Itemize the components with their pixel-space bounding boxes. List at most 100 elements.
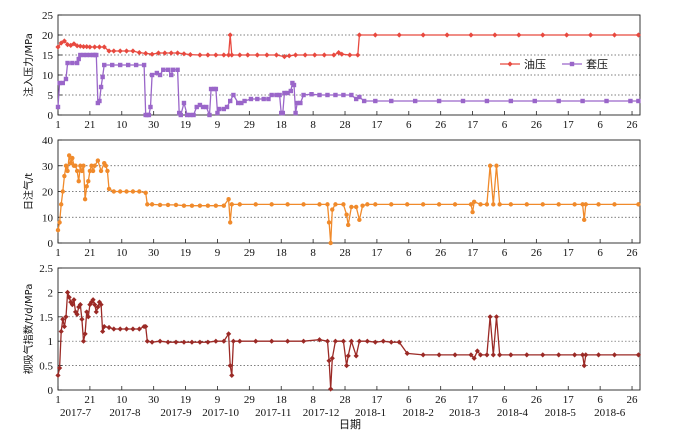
data-point — [540, 352, 546, 358]
data-point — [124, 189, 129, 194]
data-point — [56, 365, 63, 371]
month-label: 2018-4 — [497, 407, 529, 419]
data-point — [66, 294, 72, 300]
y-tick-label: 2.5 — [39, 263, 53, 275]
x-tick-label: 26 — [627, 119, 639, 131]
data-point — [492, 32, 498, 38]
panel-injectivity-index: 0 0.5 1 1.5 2 2.5 1 21 10 30 19 9 29 18 8 28 17 6 26 17 6 26 1… — [22, 263, 642, 406]
data-point — [86, 179, 91, 184]
x-tick-label: 21 — [84, 119, 95, 131]
data-point — [155, 50, 162, 56]
data-point — [468, 202, 474, 207]
y-tick-label: 20 — [42, 187, 54, 199]
series-line — [57, 292, 639, 390]
data-point — [312, 52, 318, 58]
data-point — [205, 52, 211, 58]
data-point — [98, 168, 104, 174]
data-point — [229, 372, 235, 378]
data-point — [497, 202, 502, 207]
data-point — [70, 155, 75, 161]
data-point — [89, 163, 94, 168]
data-point — [587, 32, 594, 38]
x-tick-label: 6 — [597, 394, 603, 406]
data-point — [64, 289, 71, 295]
data-point — [579, 352, 586, 358]
month-labels: 2017-7 2017-8 2017-9 2017-10 2017-11 2017-12 2… — [60, 407, 626, 419]
data-point — [389, 202, 394, 207]
data-point — [111, 189, 117, 194]
data-point — [55, 44, 61, 50]
data-point — [170, 67, 176, 72]
data-point — [226, 52, 232, 58]
x-tick-label: 6 — [502, 119, 508, 131]
month-label: 2018-1 — [355, 407, 386, 419]
x-tick-label: 29 — [244, 394, 256, 406]
data-point — [228, 98, 233, 104]
data-point — [328, 240, 333, 246]
data-point — [420, 32, 426, 38]
data-point — [143, 50, 149, 56]
x-tick-label: 30 — [148, 247, 160, 259]
data-point — [207, 112, 212, 118]
data-point — [405, 202, 410, 207]
data-point — [316, 337, 323, 343]
data-point — [85, 314, 91, 320]
data-point — [87, 44, 93, 50]
data-point — [88, 299, 95, 305]
x-tick-label: 17 — [467, 247, 479, 259]
data-point — [436, 352, 442, 358]
x-tick-label: 10 — [116, 247, 128, 259]
data-point — [388, 339, 394, 345]
x-tick-label: 30 — [148, 119, 160, 131]
x-tick-label: 17 — [467, 119, 479, 131]
data-point — [93, 309, 99, 315]
data-point — [110, 62, 115, 68]
data-point — [572, 202, 577, 207]
x-tick-label: 19 — [180, 394, 192, 406]
data-point — [74, 168, 80, 174]
data-point — [604, 98, 609, 104]
data-point — [213, 338, 219, 344]
data-point — [556, 98, 561, 104]
data-point — [157, 72, 163, 78]
y-tick-label: 0 — [48, 385, 54, 397]
data-point — [444, 32, 450, 38]
data-point — [74, 311, 80, 317]
data-point — [181, 339, 187, 345]
data-point — [96, 44, 103, 50]
data-point — [452, 202, 458, 207]
y-tick-label: 0.5 — [39, 361, 53, 373]
x-tick-label: 26 — [627, 247, 639, 259]
data-point — [213, 86, 219, 92]
data-point — [92, 163, 97, 168]
data-point — [436, 202, 442, 207]
data-point — [169, 72, 174, 78]
data-point — [174, 50, 181, 56]
y-tick-label: 1.5 — [39, 312, 53, 324]
x-tick-label: 26 — [531, 119, 543, 131]
x-tick-label: 28 — [340, 394, 352, 406]
x-tick-label: 10 — [116, 119, 128, 131]
data-point — [87, 168, 93, 174]
data-point — [490, 352, 496, 358]
data-point — [396, 339, 402, 345]
data-point — [66, 153, 72, 158]
data-point — [285, 90, 290, 96]
x-tick-label: 26 — [435, 119, 447, 131]
data-point — [286, 53, 292, 59]
x-tick-label: 1 — [55, 394, 61, 406]
data-point — [71, 297, 77, 303]
data-point — [226, 331, 232, 337]
month-label: 2017-11 — [255, 407, 291, 419]
data-point — [74, 43, 80, 49]
series-套压 — [55, 52, 641, 118]
data-point — [197, 339, 203, 345]
data-point — [90, 168, 96, 174]
x-tick-label: 17 — [371, 247, 383, 259]
data-point — [581, 363, 587, 369]
data-point — [329, 355, 335, 361]
data-point — [285, 202, 290, 207]
data-point — [65, 168, 70, 174]
data-point — [205, 203, 211, 208]
data-point — [227, 32, 233, 38]
